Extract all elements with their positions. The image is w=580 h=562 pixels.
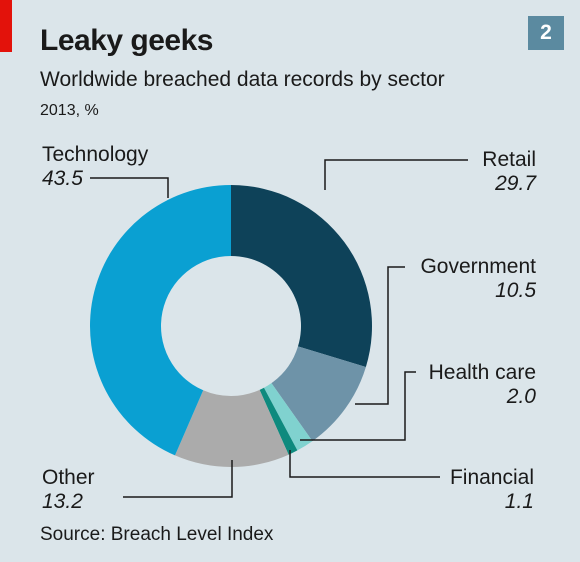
chart-unit: 2013, % (40, 102, 99, 119)
slice-government (271, 346, 366, 442)
slice-financial (259, 387, 298, 455)
value-health-care: 2.0 (506, 385, 537, 408)
leader-line-retail (324, 159, 468, 190)
value-other: 13.2 (42, 490, 83, 513)
value-financial: 1.1 (505, 490, 534, 513)
label-technology: Technology (42, 143, 149, 166)
value-government: 10.5 (495, 279, 536, 302)
chart-subtitle: Worldwide breached data records by secto… (40, 68, 445, 91)
slice-other (175, 389, 289, 467)
source-note: Source: Breach Level Index (40, 524, 274, 545)
label-health-care: Health care (429, 361, 536, 384)
label-other: Other (42, 466, 95, 489)
label-retail: Retail (482, 148, 536, 171)
accent-tag (0, 0, 12, 52)
value-retail: 29.7 (494, 172, 537, 195)
value-technology: 43.5 (42, 167, 83, 190)
leader-line-government (355, 266, 405, 405)
slice-technology (89, 185, 231, 456)
label-financial: Financial (450, 466, 534, 489)
leader-lines (90, 159, 468, 498)
slice-retail (231, 185, 372, 368)
leader-line-technology (90, 177, 169, 198)
donut-slices (89, 185, 372, 467)
leader-line-other (123, 460, 233, 498)
leader-line-financial (289, 450, 440, 478)
slice-health-care (263, 383, 313, 451)
chart-title: Leaky geeks (40, 24, 213, 57)
chart-number-badge: 2 (528, 16, 564, 50)
leader-line-health-care (300, 371, 416, 441)
label-government: Government (420, 255, 536, 278)
